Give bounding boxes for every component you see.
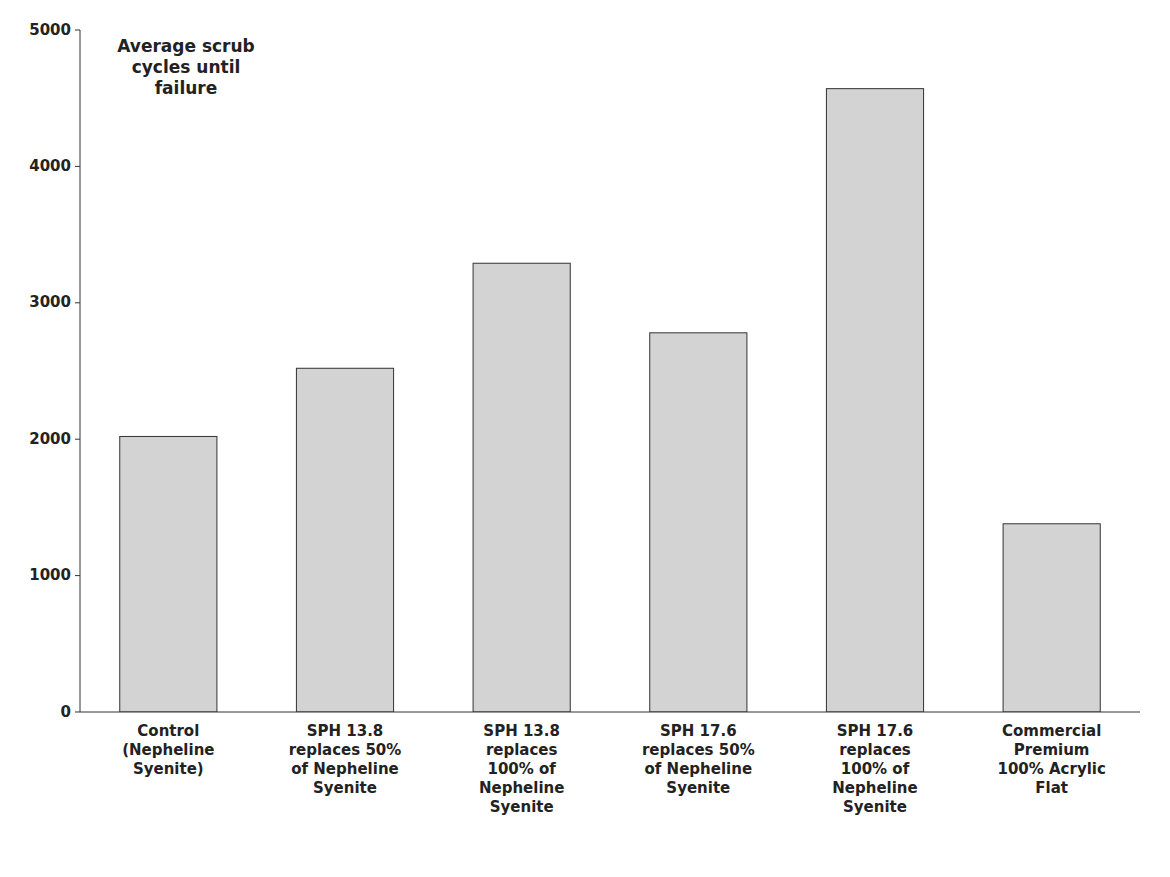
bars — [120, 89, 1101, 712]
y-tick-label: 2000 — [29, 430, 71, 448]
y-tick — [75, 439, 80, 440]
bar — [296, 368, 393, 712]
bar — [650, 333, 747, 712]
y-tick-label: 1000 — [29, 566, 71, 584]
x-tick-label: Control(NephelineSyenite) — [122, 722, 214, 778]
y-tick — [75, 302, 80, 303]
y-tick-label: 4000 — [29, 157, 71, 175]
chart: 0 1000 2000 3000 4000 5000 Control(NephelineSy… — [0, 0, 1170, 877]
y-tick — [75, 575, 80, 576]
y-tick — [75, 712, 80, 713]
y-tick-label: 5000 — [29, 21, 71, 39]
bar — [120, 436, 217, 712]
y-axis-line — [80, 30, 81, 712]
x-tick-label: CommercialPremium100% AcrylicFlat — [997, 722, 1105, 797]
y-axis-label: Average scrubcycles untilfailure — [117, 36, 255, 98]
y-tick — [75, 166, 80, 167]
y-tick-label: 0 — [61, 703, 71, 721]
bar — [826, 89, 923, 712]
y-tick-label: 3000 — [29, 293, 71, 311]
bar — [1003, 524, 1100, 712]
x-axis-line — [80, 712, 1140, 713]
bar — [473, 263, 570, 712]
x-tick-label: SPH 17.6replaces 50%of NephelineSyenite — [642, 722, 755, 797]
y-tick — [75, 30, 80, 31]
x-tick-label: SPH 17.6replaces100% ofNephelineSyenite — [832, 722, 917, 816]
x-tick-label: SPH 13.8replaces 50%of NephelineSyenite — [289, 722, 402, 797]
x-tick-label: SPH 13.8replaces100% ofNephelineSyenite — [479, 722, 564, 816]
